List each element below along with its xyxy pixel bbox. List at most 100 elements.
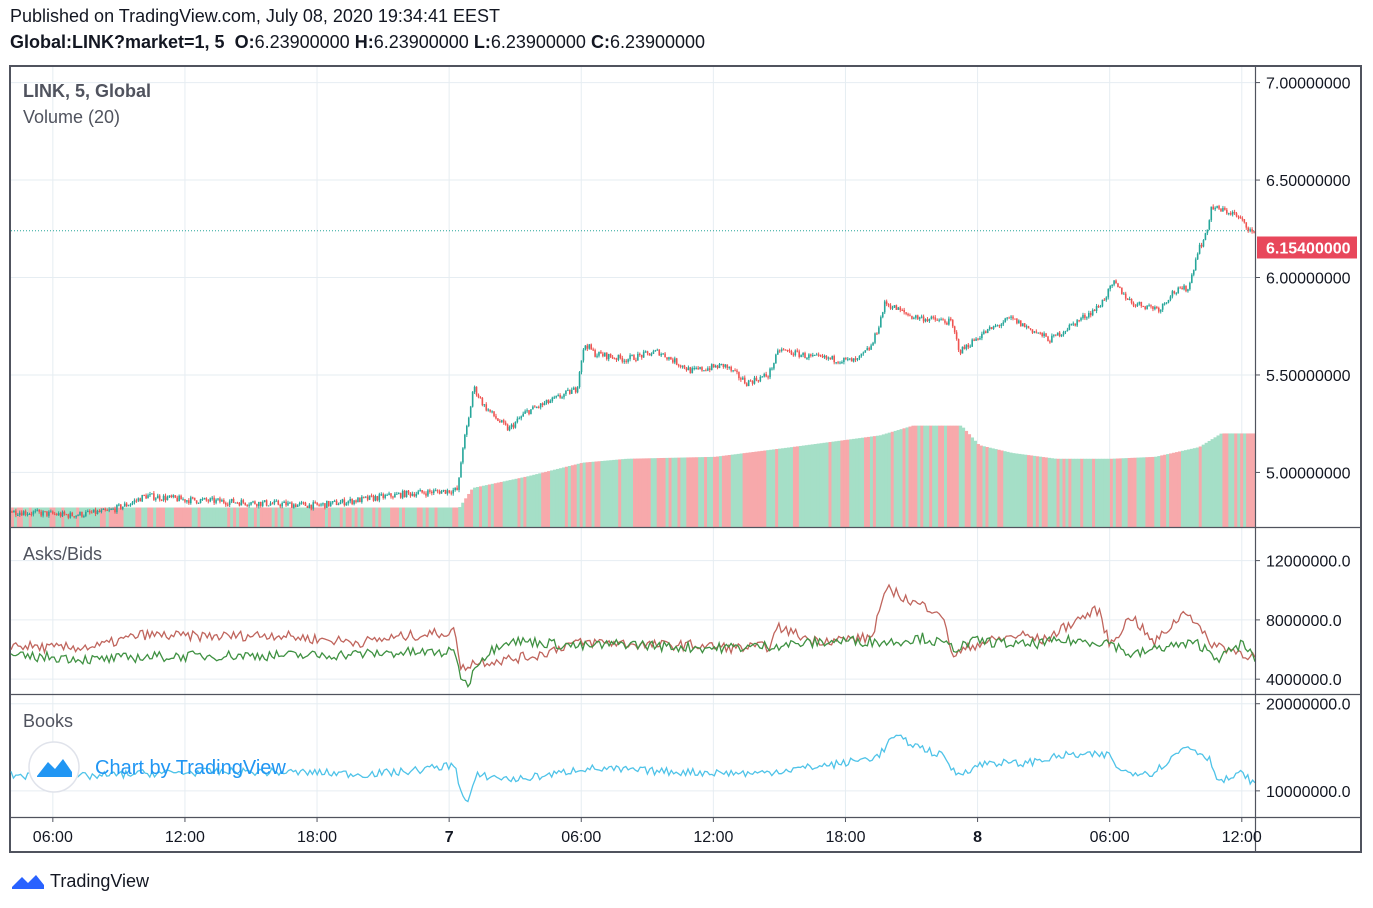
volume-bar [28, 507, 33, 527]
candle-body [355, 500, 357, 503]
volume-bar [834, 441, 838, 527]
volume-bar [1133, 457, 1137, 527]
candle-body [951, 320, 954, 327]
volume-bar [1021, 454, 1025, 527]
volume-bar [1015, 453, 1019, 527]
candle-body [90, 512, 93, 514]
volume-bar [473, 487, 477, 527]
volume-bar [1124, 458, 1129, 527]
candle-body [1014, 318, 1016, 320]
candle-body [1103, 299, 1106, 301]
candle-body [471, 391, 474, 407]
volume-bar [1216, 435, 1220, 527]
candle-body [722, 363, 725, 367]
candle-body [205, 498, 208, 501]
candle-body [763, 374, 765, 377]
candle-body [250, 502, 252, 505]
candle-body [65, 514, 68, 516]
volume-bar [322, 507, 326, 527]
candle-body [1253, 231, 1255, 233]
candle-body [843, 357, 845, 363]
volume-bar [153, 507, 157, 527]
volume-bar [1204, 442, 1209, 527]
last-price-tag-label: 6.15400000 [1266, 240, 1351, 257]
volume-bar [170, 507, 175, 527]
chart-by-tradingview-watermark: Chart by TradingView [28, 741, 286, 793]
candle-body [850, 358, 853, 362]
volume-bar [99, 507, 104, 527]
candle-body [147, 495, 149, 499]
time-tick-label: 18:00 [297, 829, 337, 846]
candle-body [446, 490, 449, 494]
candle-body [399, 493, 402, 498]
candle-body [324, 503, 326, 508]
volume-bar [227, 507, 231, 527]
candle-body [504, 422, 507, 425]
volume-bar [748, 452, 752, 527]
time-tick-label: 7 [445, 829, 454, 846]
candle-body [485, 404, 488, 411]
candle-body [944, 320, 946, 323]
candle-body [961, 346, 964, 354]
candle-body [1119, 287, 1121, 289]
candle-body [219, 498, 221, 502]
candle-body [845, 357, 847, 359]
volume-bar [230, 507, 234, 527]
candle-body [510, 424, 513, 427]
candle-body [1054, 334, 1057, 336]
candle-body [86, 511, 89, 512]
candle-body [1121, 287, 1123, 295]
candle-body [1047, 336, 1049, 342]
volume-bar [307, 507, 311, 527]
candle-body [1241, 218, 1244, 220]
candle-body [924, 319, 927, 322]
candle-body [434, 490, 437, 492]
candle-body [199, 499, 202, 503]
volume-bar [378, 507, 382, 527]
candle-body [648, 353, 651, 356]
volume-bar [413, 507, 418, 527]
candle-body [965, 344, 968, 349]
candle-body [1130, 298, 1133, 303]
volume-bar [203, 507, 207, 527]
candle-body [182, 499, 184, 501]
candle-body [129, 504, 132, 506]
volume-bar [135, 507, 139, 527]
candle-body [1126, 298, 1129, 300]
candle-body [936, 319, 938, 321]
candle-body [724, 364, 727, 367]
candle-body [520, 416, 523, 419]
volume-bar [437, 507, 441, 527]
candle-body [281, 503, 283, 507]
candle-body [73, 516, 75, 518]
candle-body [63, 511, 66, 515]
candle-body [92, 509, 95, 513]
candle-body [252, 501, 254, 503]
chart-frame[interactable] [9, 65, 1362, 853]
volume-bar [579, 463, 584, 527]
candle-body [1185, 285, 1187, 292]
candle-body [345, 503, 348, 506]
candle-body [46, 511, 48, 516]
candle-body [236, 502, 239, 504]
candle-body [848, 358, 851, 360]
volume-bar [727, 455, 732, 527]
volume-bar [1207, 440, 1211, 527]
candle-body [555, 395, 558, 398]
volume-bar [606, 460, 610, 527]
candle-body [617, 354, 620, 360]
volume-bar [875, 435, 880, 527]
volume-bar [704, 457, 708, 527]
time-tick-label: 12:00 [165, 829, 205, 846]
candle-body [81, 511, 83, 517]
footer-brand[interactable]: TradingView [10, 870, 149, 892]
volume-bar [976, 444, 980, 527]
volume-bar [11, 507, 15, 527]
candle-body [444, 489, 447, 494]
candle-body [256, 504, 258, 507]
candle-body [535, 406, 538, 408]
candle-body [701, 367, 703, 371]
candle-body [994, 325, 997, 327]
volume-bar [804, 445, 809, 527]
